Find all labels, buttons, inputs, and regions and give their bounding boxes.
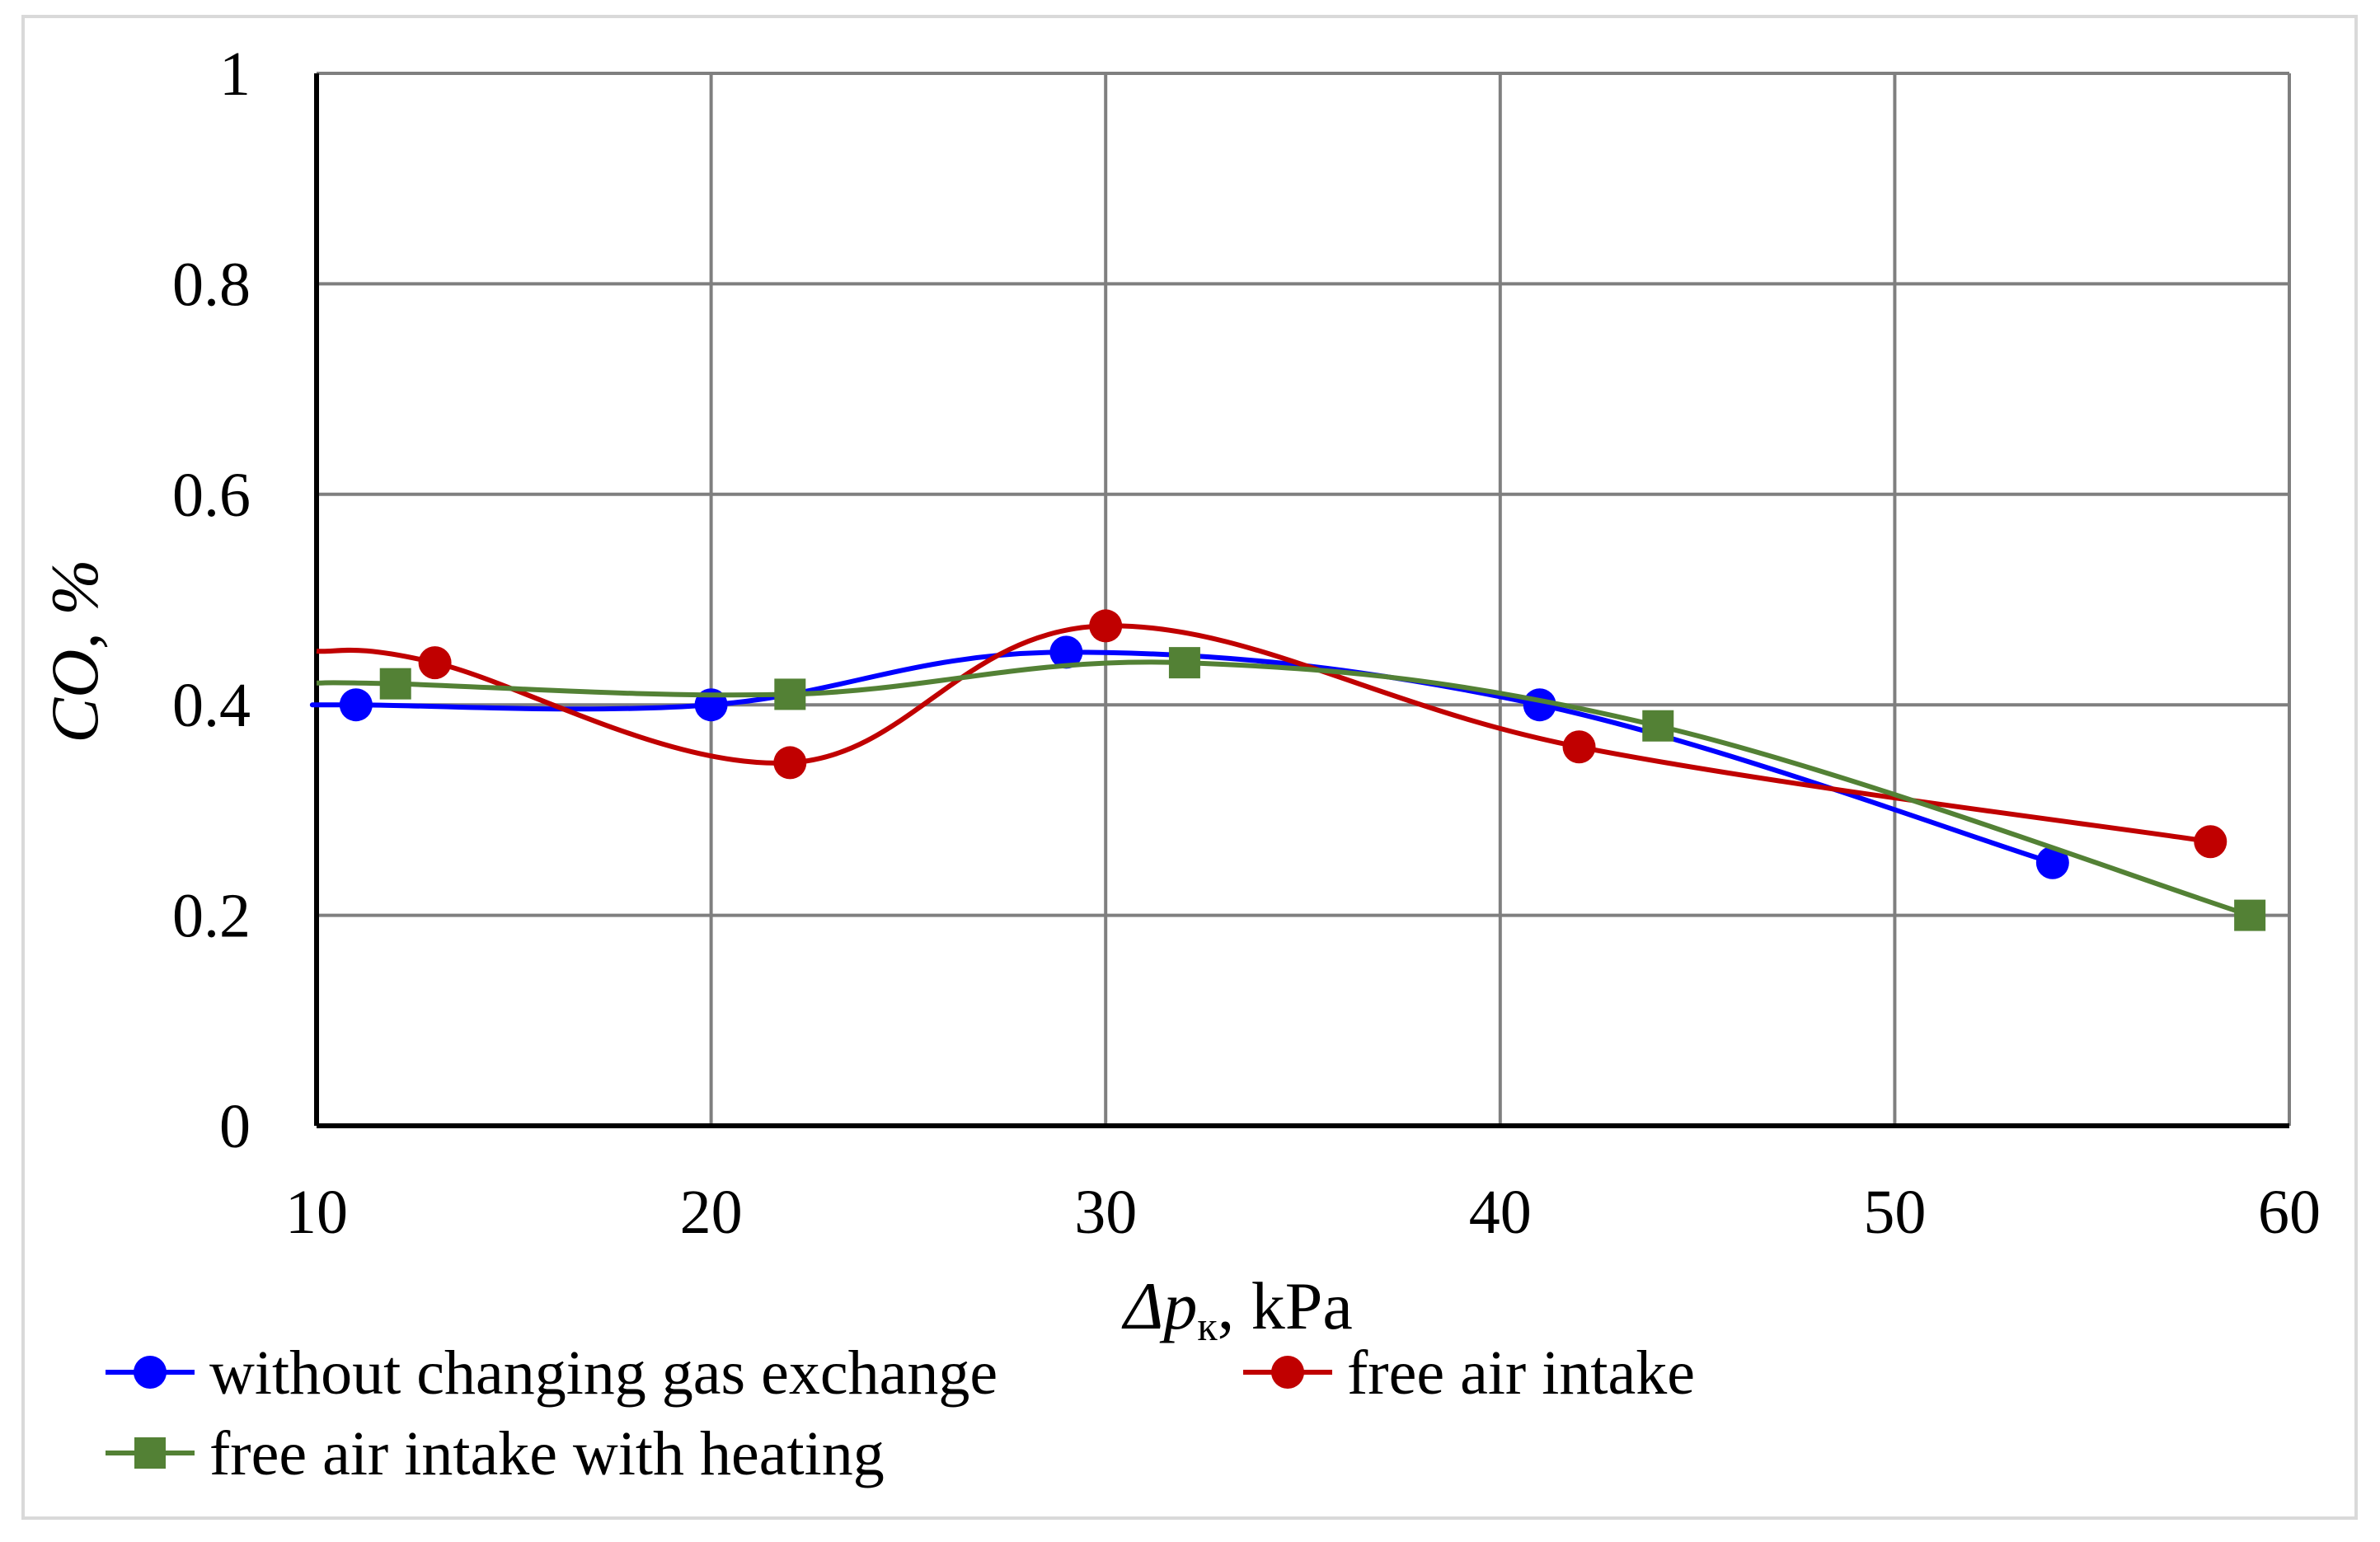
x-tick-label: 40 (1469, 1178, 1532, 1247)
legend-label: free air intake (1347, 1338, 1695, 1408)
x-tick-label: 50 (1863, 1178, 1926, 1247)
legend-marker (1271, 1356, 1304, 1389)
data-point (1168, 647, 1200, 679)
series-3 (316, 647, 2266, 931)
x-tick-label: 20 (680, 1178, 743, 1247)
x-axis-label-symbol: Δp (1121, 1268, 1197, 1343)
y-tick-label: 1 (219, 40, 251, 109)
data-point (774, 678, 806, 710)
y-tick-label: 0 (219, 1092, 251, 1161)
legend-label: without changing gas exchange (209, 1338, 998, 1408)
y-tick-label: 0.2 (172, 882, 251, 951)
y-tick-label: 0.6 (172, 461, 251, 530)
grid (317, 72, 2291, 1126)
y-axis-label: CO, % (37, 559, 112, 743)
tick-labels: 0 0.2 0.4 0.6 0.8 1 10 20 30 40 50 60 (172, 40, 2321, 1247)
data-point (2035, 846, 2069, 879)
series-line (309, 649, 2054, 865)
series-line (316, 623, 2211, 845)
data-point (1049, 635, 1083, 669)
plot-area (309, 609, 2266, 931)
legend-entry: free air intake with heating (106, 1419, 885, 1488)
data-point (339, 688, 373, 722)
data-point (1642, 710, 1674, 742)
legend-marker (134, 1356, 167, 1389)
data-point (2234, 899, 2266, 931)
x-axis-label-subscript: к (1197, 1303, 1218, 1349)
legend-marker (134, 1437, 166, 1469)
legend-label: free air intake with heating (209, 1419, 885, 1488)
chart-frame (21, 15, 2358, 1520)
x-tick-label: 10 (285, 1178, 348, 1247)
series-2 (316, 609, 2227, 859)
legend-entry: without changing gas exchange (106, 1338, 998, 1408)
x-tick-label: 60 (2258, 1178, 2321, 1247)
data-point (1089, 609, 1123, 643)
axes (314, 73, 2289, 1128)
data-point (2194, 825, 2227, 859)
x-axis-label-unit: , kPa (1218, 1268, 1353, 1343)
x-axis-label: Δpк, kPa (1121, 1268, 1352, 1349)
data-point (1562, 730, 1596, 764)
legend-entry: free air intake (1243, 1338, 1695, 1408)
y-tick-label: 0.4 (172, 671, 251, 740)
data-point (418, 646, 452, 680)
x-tick-label: 30 (1074, 1178, 1137, 1247)
data-point (773, 746, 807, 780)
data-point (379, 668, 411, 700)
y-tick-label: 0.8 (172, 250, 251, 319)
series-line (316, 659, 2251, 918)
legend: without changing gas exchange free air in… (106, 1338, 1695, 1488)
